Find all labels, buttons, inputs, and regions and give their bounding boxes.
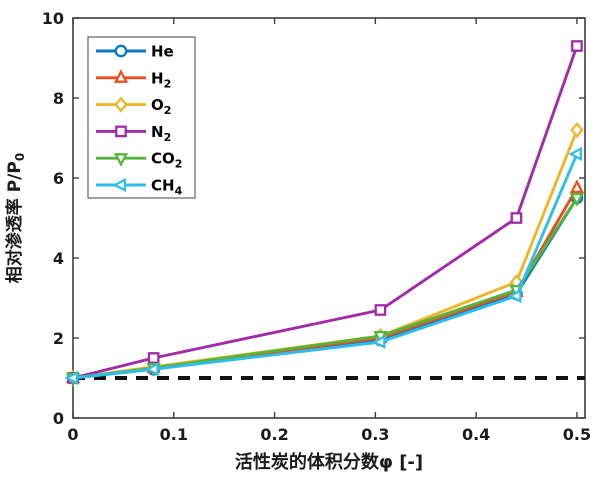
legend-label: O2: [151, 96, 171, 117]
x-tick-label: 0.1: [160, 425, 188, 444]
x-tick-label: 0.3: [361, 425, 389, 444]
diamond-marker: [114, 96, 128, 113]
diamond-marker: [570, 122, 584, 138]
y-tick-label: 10: [42, 9, 64, 28]
legend-item-O2: O2: [96, 96, 171, 117]
legend-label: CH4: [151, 177, 183, 198]
legend-item-H2: H2: [96, 69, 171, 90]
legend: He H2 O2 N2 CO2 CH4: [87, 36, 196, 199]
triangle-left-marker: [568, 146, 582, 162]
x-tick-label: 0.2: [260, 425, 288, 444]
y-tick-label: 4: [53, 249, 64, 268]
legend-box: [87, 36, 196, 199]
legend-label: CO2: [151, 150, 182, 171]
axis-ticks: [72, 17, 585, 419]
plot-border: [72, 17, 586, 419]
triangle-down-marker: [569, 192, 585, 207]
square-marker: [510, 212, 523, 224]
x-tick-label: 0.5: [563, 425, 591, 444]
y-tick-label: 2: [53, 329, 64, 348]
square-marker: [147, 352, 160, 364]
legend-item-CH4: CH4: [96, 177, 183, 198]
triangle-down-marker: [113, 153, 129, 167]
legend-item-N2: N2: [96, 123, 171, 144]
y-tick-label: 0: [53, 409, 64, 428]
y-axis-label: 相对渗透率 P/P0: [4, 153, 27, 283]
triangle-left-marker: [112, 177, 127, 193]
y-tick-label: 6: [53, 169, 64, 188]
y-tick-label: 8: [53, 89, 64, 108]
triangle-up-marker: [569, 179, 585, 194]
triangle-left-marker: [144, 362, 159, 377]
triangle-left-marker: [371, 334, 386, 350]
legend-label: He: [151, 43, 174, 61]
square-marker: [571, 40, 583, 52]
series-CO2: [65, 192, 585, 387]
legend-item-CO2: CO2: [96, 150, 182, 171]
x-tick-label: 0: [67, 425, 78, 444]
square-marker: [115, 125, 127, 138]
series-H2: [65, 179, 585, 384]
triangle-up-marker: [113, 69, 129, 83]
x-tick-label: 0.4: [462, 425, 490, 444]
triangle-left-marker: [64, 370, 79, 386]
square-marker: [374, 304, 387, 316]
circle-marker: [114, 44, 128, 58]
series-CH4: [64, 146, 582, 386]
x-axis-label: 活性炭的体积分数φ [-]: [235, 451, 423, 473]
legend-label: H2: [151, 69, 171, 90]
legend-label: N2: [151, 123, 171, 144]
triangle-left-marker: [507, 288, 522, 304]
legend-item-He: He: [96, 43, 174, 61]
